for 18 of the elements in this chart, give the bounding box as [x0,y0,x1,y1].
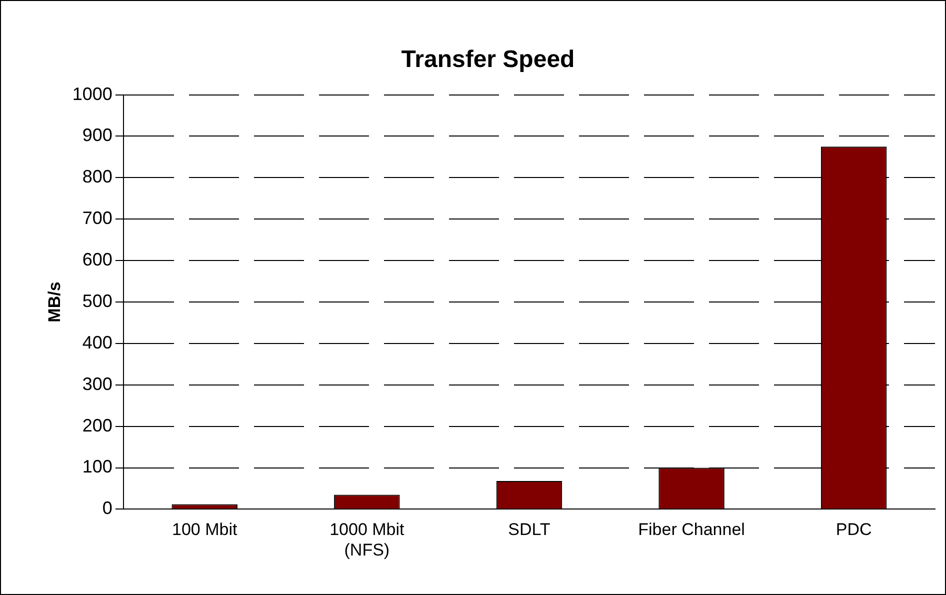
y-tick-label: 500 [82,290,112,311]
chart-title: Transfer Speed [401,46,575,74]
y-tick-label: 0 [102,498,112,518]
x-tick-label: 100 Mbit [172,520,238,540]
y-tick-label: 900 [82,125,112,146]
y-tick-label: 800 [82,166,112,187]
x-tick-label: PDC [836,520,872,540]
y-tick-label: 300 [82,374,112,394]
y-tick-label: 200 [82,415,112,436]
y-axis-title: MB/s [44,282,64,322]
y-tick-label: 600 [82,250,112,270]
y-tick-label: 700 [82,208,112,228]
x-tick-label: 1000 Mbit (NFS) [330,520,405,560]
y-tick-label: 1000 [72,84,112,104]
x-tick-label: Fiber Channel [638,520,745,540]
y-tick-label: 400 [82,332,112,352]
x-tick-label: SDLT [508,520,550,540]
y-tick-label: 100 [82,456,112,477]
